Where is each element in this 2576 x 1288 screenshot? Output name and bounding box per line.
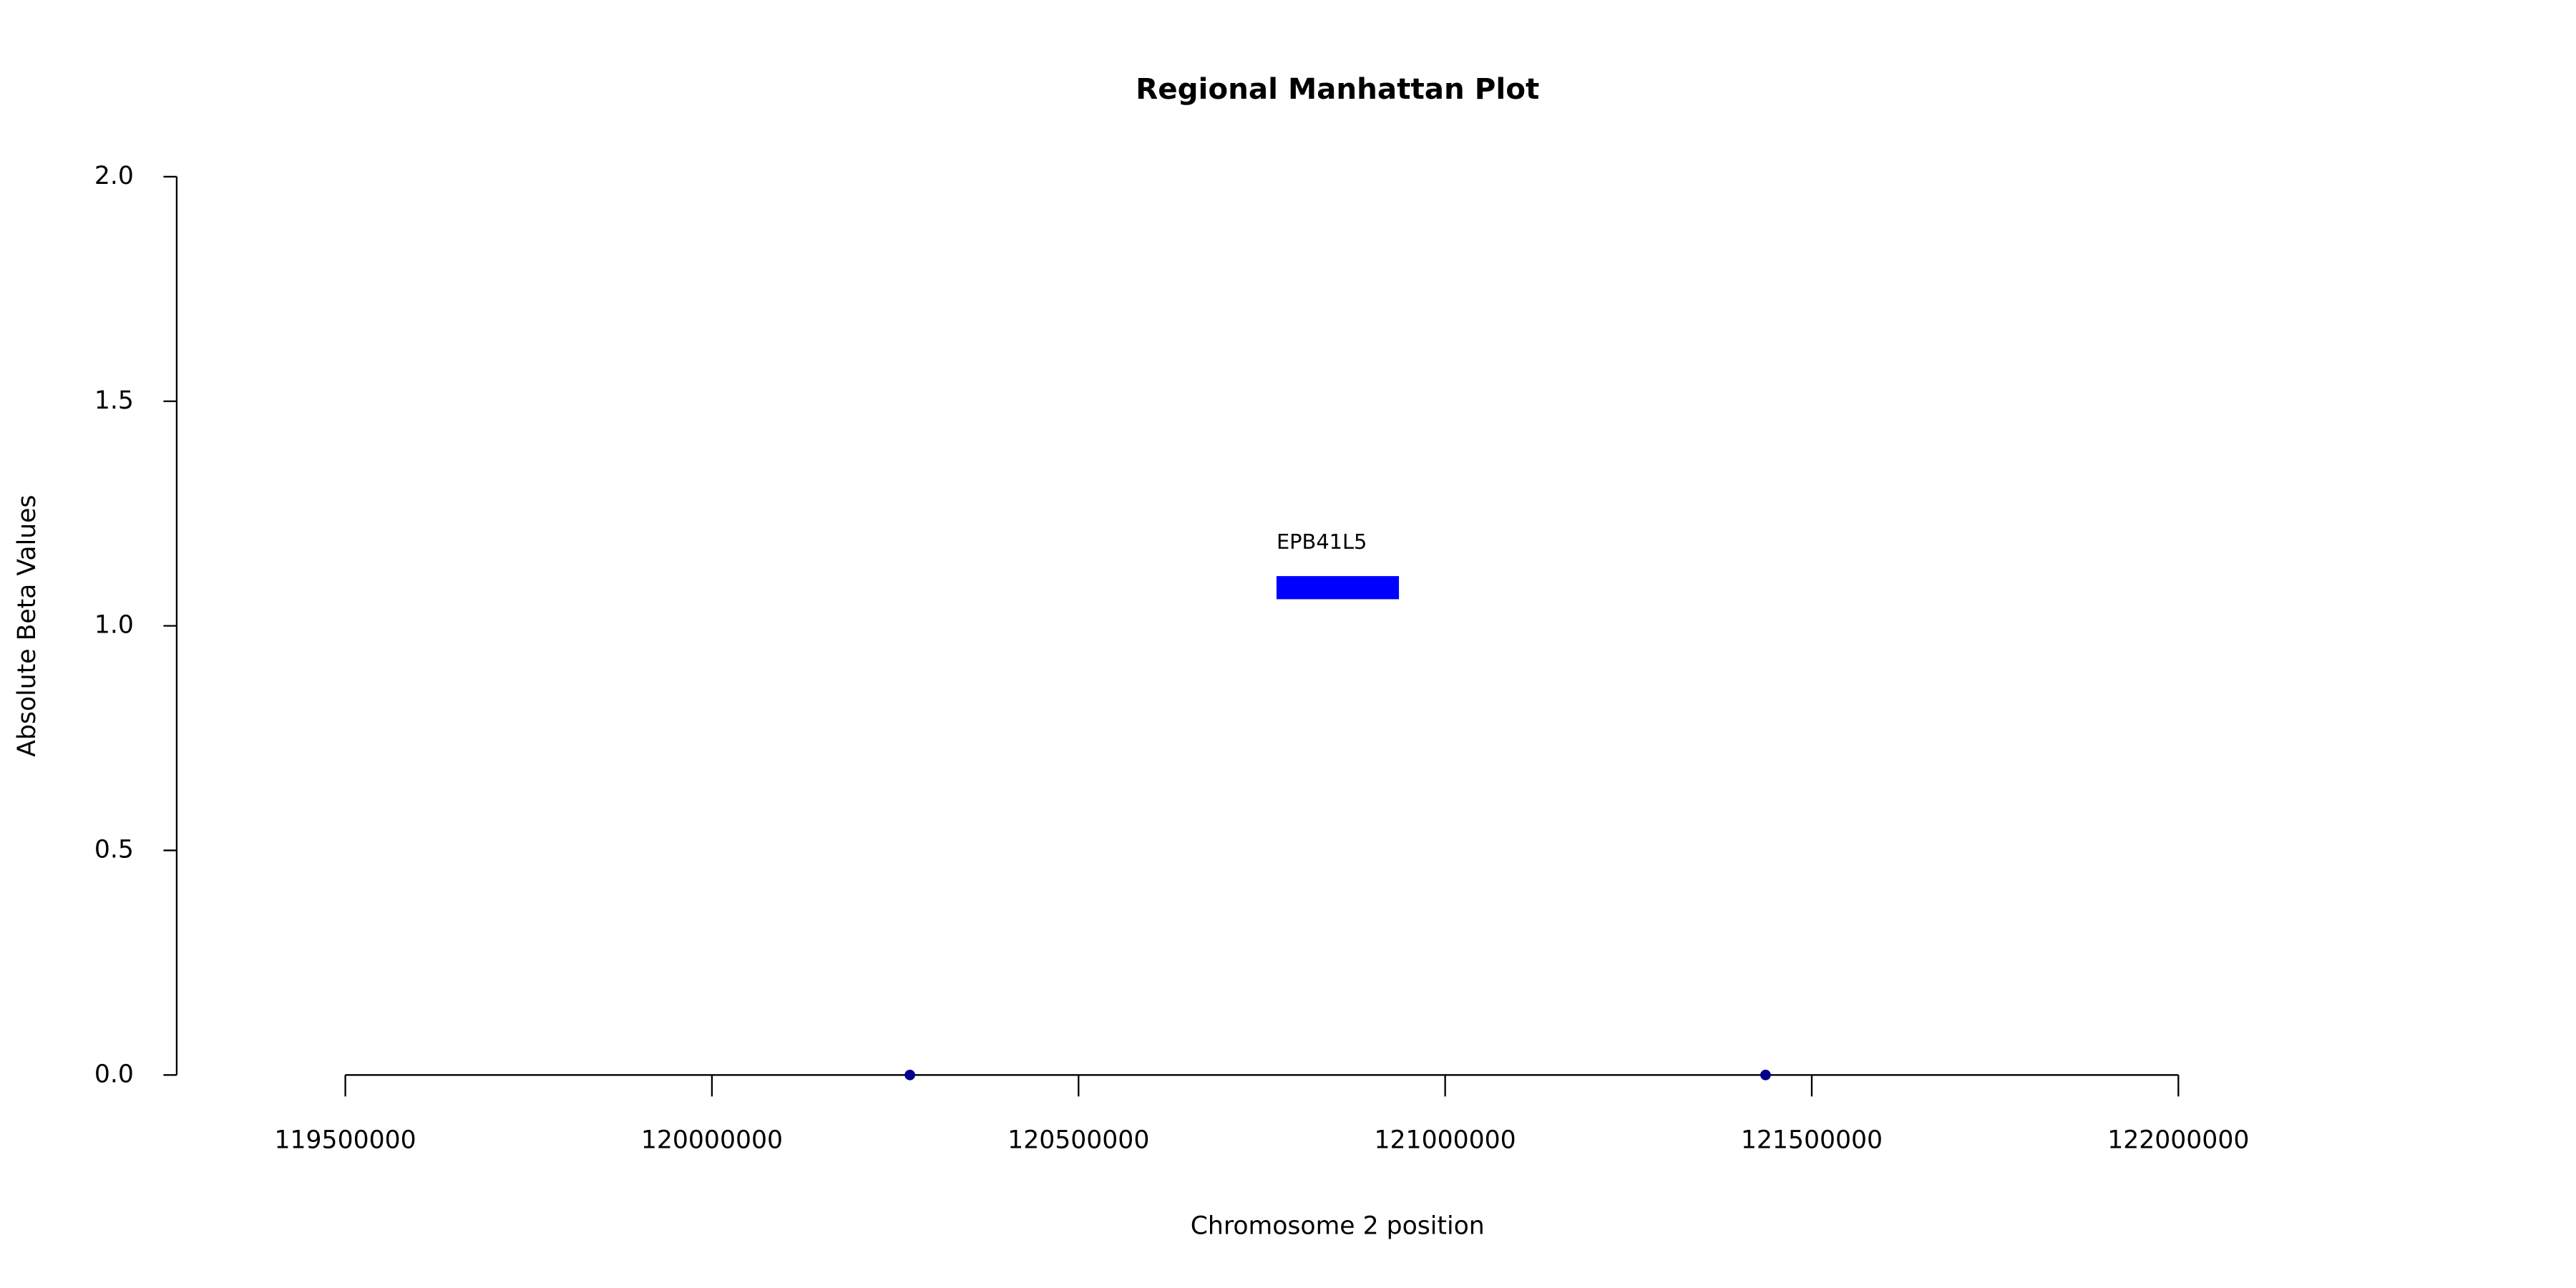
x-tick-label: 122000000 bbox=[2107, 1126, 2249, 1155]
chart-title: Regional Manhattan Plot bbox=[1136, 72, 1539, 106]
x-tick-label: 121000000 bbox=[1375, 1126, 1516, 1155]
y-tick-label: 1.5 bbox=[94, 386, 134, 415]
y-tick-label: 0.0 bbox=[94, 1060, 134, 1088]
y-tick-label: 2.0 bbox=[94, 162, 134, 190]
point bbox=[904, 1069, 915, 1080]
point bbox=[1760, 1069, 1771, 1080]
y-axis-label: Absolute Beta Values bbox=[13, 495, 42, 757]
y-tick-label: 1.0 bbox=[94, 611, 134, 640]
x-tick-label: 119500000 bbox=[275, 1126, 416, 1155]
y-tick-label: 0.5 bbox=[94, 835, 134, 864]
x-tick-label: 120500000 bbox=[1008, 1126, 1149, 1155]
gene-label: EPB41L5 bbox=[1277, 530, 1367, 554]
gene-bar bbox=[1276, 576, 1400, 600]
x-tick-label: 121500000 bbox=[1741, 1126, 1883, 1155]
x-tick-label: 120000000 bbox=[641, 1126, 783, 1155]
x-axis-label: Chromosome 2 position bbox=[1191, 1212, 1485, 1241]
